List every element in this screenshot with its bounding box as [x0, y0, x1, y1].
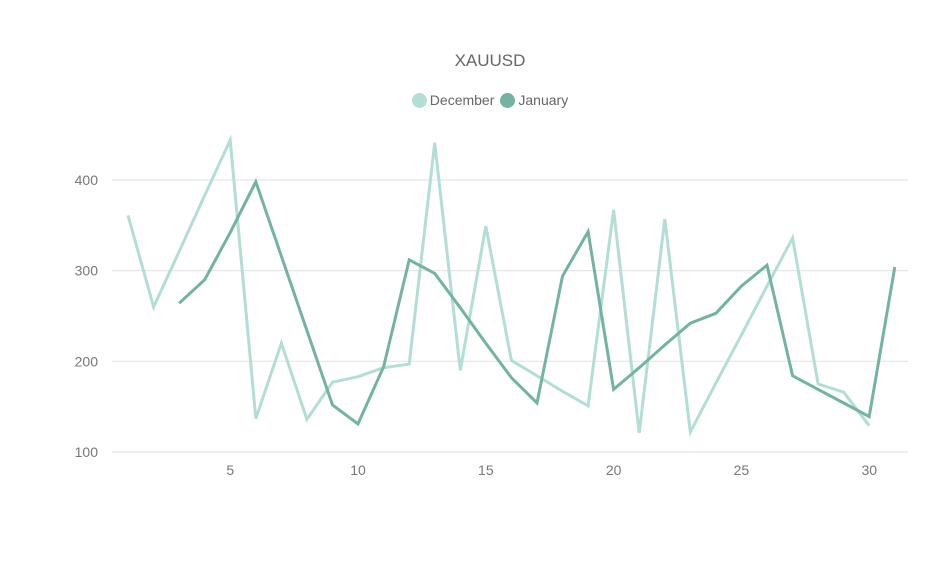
legend-item-december[interactable]: December: [411, 92, 495, 108]
legend-marker-december-icon: [411, 92, 427, 108]
x-tick-label: 30: [861, 462, 877, 478]
x-tick-label: 15: [478, 462, 494, 478]
x-tick-label: 10: [350, 462, 366, 478]
y-axis: 100 200 300 400: [75, 172, 99, 460]
x-axis: 5 10 15 20 25 30: [226, 462, 877, 478]
series-line-december[interactable]: [126, 134, 871, 438]
chart-legend: December January: [0, 92, 940, 108]
y-tick-label: 300: [75, 263, 99, 279]
legend-item-january[interactable]: January: [500, 92, 568, 108]
y-tick-label: 400: [75, 172, 99, 188]
y-tick-label: 200: [75, 353, 99, 369]
chart-title: XAUUSD: [454, 51, 526, 70]
x-tick-label: 20: [606, 462, 622, 478]
x-tick-label: 5: [226, 462, 234, 478]
series-lines: [126, 134, 897, 438]
gridlines: [112, 179, 908, 453]
legend-label-january: January: [518, 92, 569, 108]
y-tick-label: 100: [75, 444, 99, 460]
x-tick-label: 25: [734, 462, 750, 478]
legend-marker-january-icon: [500, 92, 516, 108]
legend-label-december: December: [429, 92, 495, 108]
series-line-january[interactable]: [178, 177, 897, 427]
